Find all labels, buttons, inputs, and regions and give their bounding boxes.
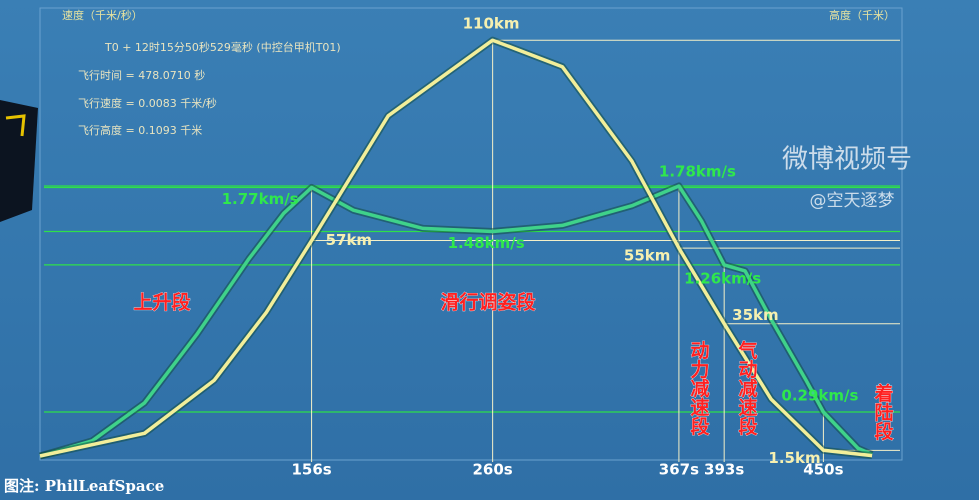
time-marker-label: 367s [659, 461, 699, 479]
series-line [39, 184, 873, 458]
altitude-annotation: 57km [326, 231, 372, 249]
series-line [39, 38, 873, 458]
altitude-annotation: 110km [463, 15, 520, 33]
phase-label: 上升段 [133, 291, 191, 314]
watermark: 微博视频号 [782, 145, 912, 175]
speed-annotation: 1.48km/s [448, 234, 525, 252]
phase-label: 动力减速段 [688, 340, 710, 436]
time-marker-label: 260s [473, 461, 513, 479]
info-line: 飞行时间 = 478.0710 秒 [78, 68, 205, 82]
ui-edge-mark [5, 114, 26, 137]
time-marker-label: 393s [704, 461, 744, 479]
phase-label: 着陆段 [872, 382, 894, 441]
altitude-annotation: 1.5km [768, 449, 820, 467]
speed-annotation: 1.77km/s [222, 190, 299, 208]
credit: 图注: PhilLeafSpace [4, 477, 164, 495]
phase-label: 气动减速段 [736, 339, 759, 436]
plot-frame [39, 7, 903, 461]
y2-axis-label: 高度（千米） [829, 8, 895, 22]
altitude-annotation: 55km [624, 247, 670, 265]
info-line: 飞行速度 = 0.0083 千米/秒 [78, 96, 217, 110]
phase-label: 滑行调姿段 [440, 291, 536, 314]
ui-edge [0, 100, 38, 222]
info-line: T0 + 12时15分50秒529毫秒 (中控台甲机T01) [104, 40, 341, 54]
speed-annotation: 0.29km/s [781, 387, 858, 405]
altitude-annotation: 35km [732, 306, 778, 324]
speed-annotation: 1.78km/s [659, 162, 736, 180]
info-line: 飞行高度 = 0.1093 千米 [78, 123, 202, 137]
speed-annotation: 1.26km/s [684, 269, 761, 287]
y-axis-label: 速度（千米/秒） [62, 8, 143, 22]
time-marker-label: 156s [291, 461, 331, 479]
watermark-handle: @空天逐梦 [810, 191, 895, 211]
time-marker-label: 450s [803, 461, 843, 479]
